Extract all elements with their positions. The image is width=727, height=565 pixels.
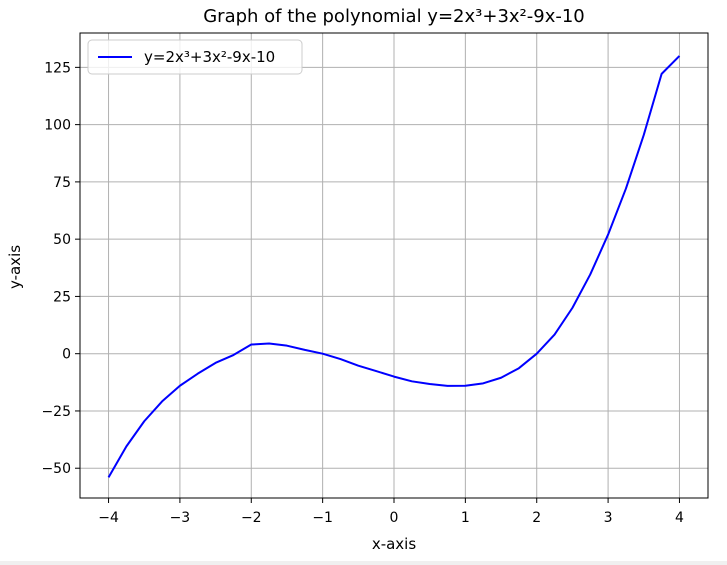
x-tick-label: −2 xyxy=(241,510,262,526)
y-tick-label: 50 xyxy=(53,232,71,248)
legend: y=2x³+3x²-9x-10 xyxy=(87,39,303,75)
y-tick-label: −25 xyxy=(41,404,71,420)
x-tick-label: 1 xyxy=(461,510,470,526)
x-tick-label: −3 xyxy=(170,510,191,526)
x-tick-label: −1 xyxy=(312,510,333,526)
x-axis-label: x-axis xyxy=(372,535,417,553)
y-tick-label: 25 xyxy=(53,289,71,305)
x-tick-label: 3 xyxy=(604,510,613,526)
y-tick-label: 100 xyxy=(44,118,71,134)
x-tick-label: 2 xyxy=(532,510,541,526)
legend-label: y=2x³+3x²-9x-10 xyxy=(144,48,275,66)
legend-box xyxy=(87,39,303,75)
series-line xyxy=(107,55,681,478)
y-tick-labels: −50 −25 0 25 50 75 100 125 xyxy=(41,60,71,477)
y-tick-label: −50 xyxy=(41,461,71,477)
x-tick-label: −4 xyxy=(98,510,119,526)
x-tick-label: 0 xyxy=(390,510,399,526)
y-axis-label: y-axis xyxy=(6,245,24,289)
chart-title: Graph of the polynomial y=2x³+3x²-9x-10 xyxy=(203,6,585,27)
window-bottom-edge xyxy=(0,561,727,565)
series-layer xyxy=(107,55,681,478)
x-tick-label: 4 xyxy=(675,510,684,526)
y-tick-label: 125 xyxy=(44,60,71,76)
grid-lines xyxy=(80,33,708,498)
x-tick-labels: −4 −3 −2 −1 0 1 2 3 4 xyxy=(98,510,684,526)
y-tick-label: 0 xyxy=(62,347,71,363)
tick-marks xyxy=(75,66,680,503)
y-tick-label: 75 xyxy=(53,175,71,191)
